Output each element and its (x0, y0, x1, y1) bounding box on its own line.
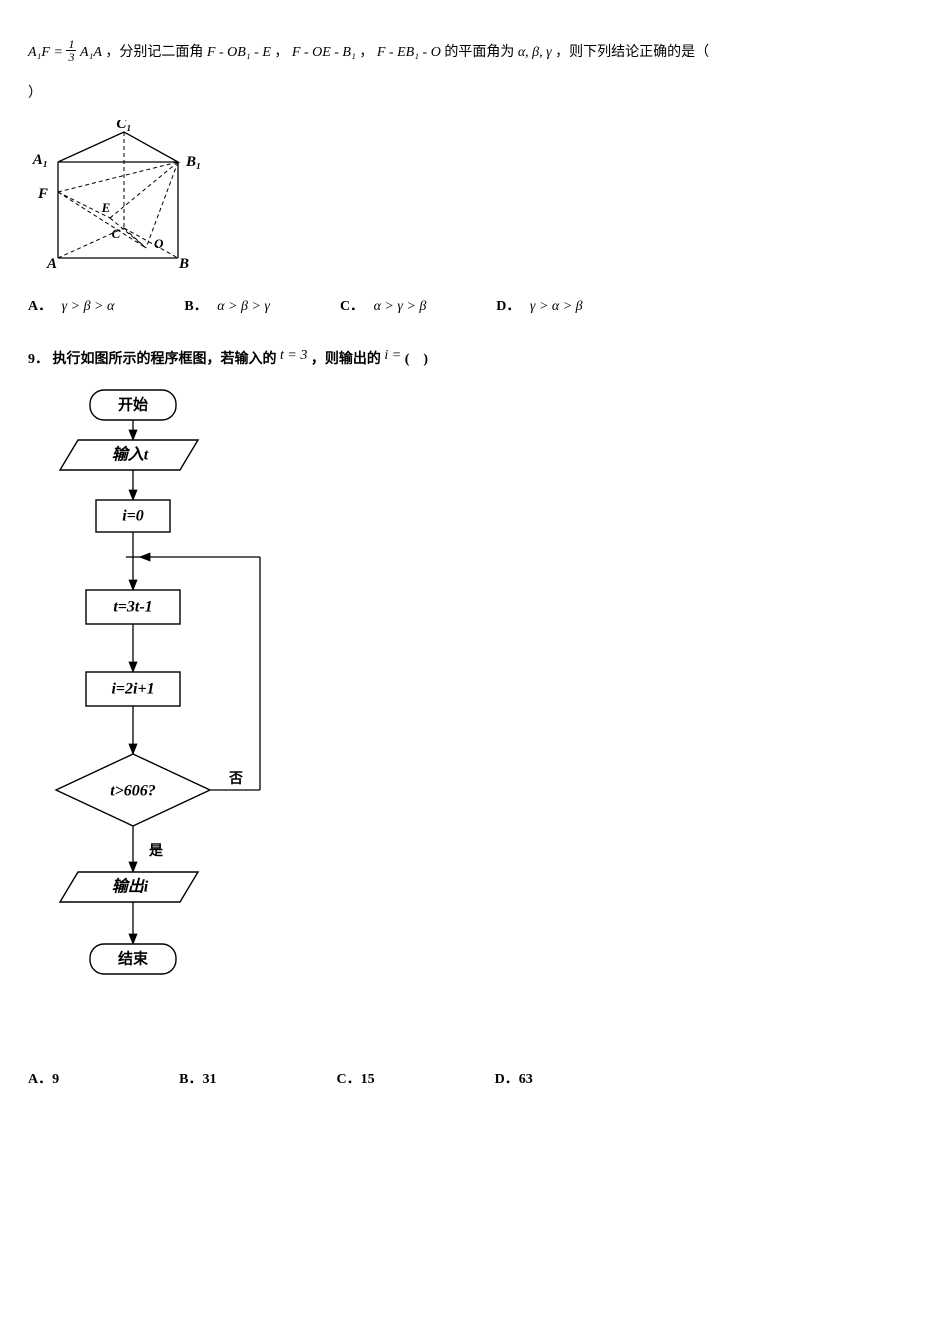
fc-output: 输出i (112, 878, 149, 896)
q9-number: 9． (28, 352, 49, 367)
fc-no: 否 (228, 771, 243, 787)
q8-frac: 1 3 (66, 38, 76, 63)
q8-greek: α, β, γ (518, 45, 552, 60)
q8-eq-rhs: A₁A (80, 45, 102, 60)
q8-statement-line: A₁F = 1 3 A₁A ，分别记二面角 F - OB₁ - E ， F - … (28, 40, 922, 65)
geom-label-C1: C₁ (116, 120, 131, 132)
q9-option-D: D．63 (495, 1067, 533, 1092)
fc-init: i=0 (122, 508, 144, 525)
q8-closing-paren: ） (28, 81, 922, 106)
geom-label-B: B (178, 256, 189, 270)
fc-start: 开始 (118, 395, 148, 413)
geom-label-B1: B₁ (185, 154, 201, 170)
q8-text1: ，分别记二面角 (105, 45, 207, 60)
q8-sep2: ， (359, 45, 373, 60)
q9-statement: 9． 执行如图所示的程序框图，若输入的 t = 3 ，则输出的 i = ( ) (28, 347, 922, 372)
q9-cond: t = 3 (280, 348, 307, 363)
q8-option-C: C． α > γ > β (340, 294, 426, 319)
geom-label-F: F (37, 186, 48, 202)
q9-options: A．9 B．31 C．15 D．63 (28, 1067, 922, 1092)
fc-dec: t>606? (110, 783, 156, 800)
geom-label-C: C (112, 226, 121, 241)
geom-label-E: E (101, 200, 111, 215)
geom-label-O: O (154, 236, 164, 251)
q8-angle1: F - OB₁ - E (207, 45, 271, 60)
geom-label-A: A (46, 256, 57, 270)
q8-opt-D-val: γ > α > β (530, 299, 583, 314)
q8-opt-B-val: α > β > γ (217, 299, 270, 314)
geom-label-A1: A₁ (32, 152, 48, 168)
q8-text3: ，则下列结论正确的是（ (555, 45, 709, 60)
q8-angle3: F - EB₁ - O (377, 45, 441, 60)
q8-eq-eq: = (53, 45, 66, 60)
fc-input: 输入t (112, 446, 149, 464)
q8-option-A: A． γ > β > α (28, 294, 114, 319)
q9-paren: ( ) (405, 352, 428, 367)
q8-opt-A-label: A． (28, 299, 52, 314)
q8-opt-C-label: C． (340, 299, 364, 314)
q9-option-C: C．15 (336, 1067, 374, 1092)
q8-opt-C-val: α > γ > β (374, 299, 427, 314)
q8-frac-den: 3 (66, 51, 76, 63)
q9-flowchart: 开始 输入t i=0 t=3t-1 i=2i+1 t>606? 否 是 输出i … (38, 382, 922, 1051)
q8-option-B: B． α > β > γ (184, 294, 270, 319)
q8-text2: 的平面角为 (444, 45, 518, 60)
q8-eq-lhs: A₁F (28, 45, 50, 60)
q9-option-B: B．31 (179, 1067, 216, 1092)
q9-text1: 执行如图所示的程序框图，若输入的 (53, 352, 281, 367)
q9-outvar: i = (384, 348, 401, 363)
fc-step1: t=3t-1 (113, 599, 152, 616)
q8-options: A． γ > β > α B． α > β > γ C． α > γ > β D… (28, 294, 922, 319)
q8-opt-B-label: B． (184, 299, 207, 314)
q8-angle2: F - OE - B₁ (292, 45, 356, 60)
fc-end: 结束 (118, 949, 149, 967)
q9-option-A: A．9 (28, 1067, 59, 1092)
fc-step2: i=2i+1 (111, 681, 154, 698)
fc-yes: 是 (149, 843, 164, 859)
q8-option-D: D． γ > α > β (496, 294, 582, 319)
q8-opt-D-label: D． (496, 299, 520, 314)
q8-opt-A-val: γ > β > α (62, 299, 115, 314)
q8-geometry-figure: C₁ A₁ B₁ F E C O A B (28, 120, 922, 279)
q9-text2: ，则输出的 (311, 352, 385, 367)
q8-sep1: ， (274, 45, 288, 60)
